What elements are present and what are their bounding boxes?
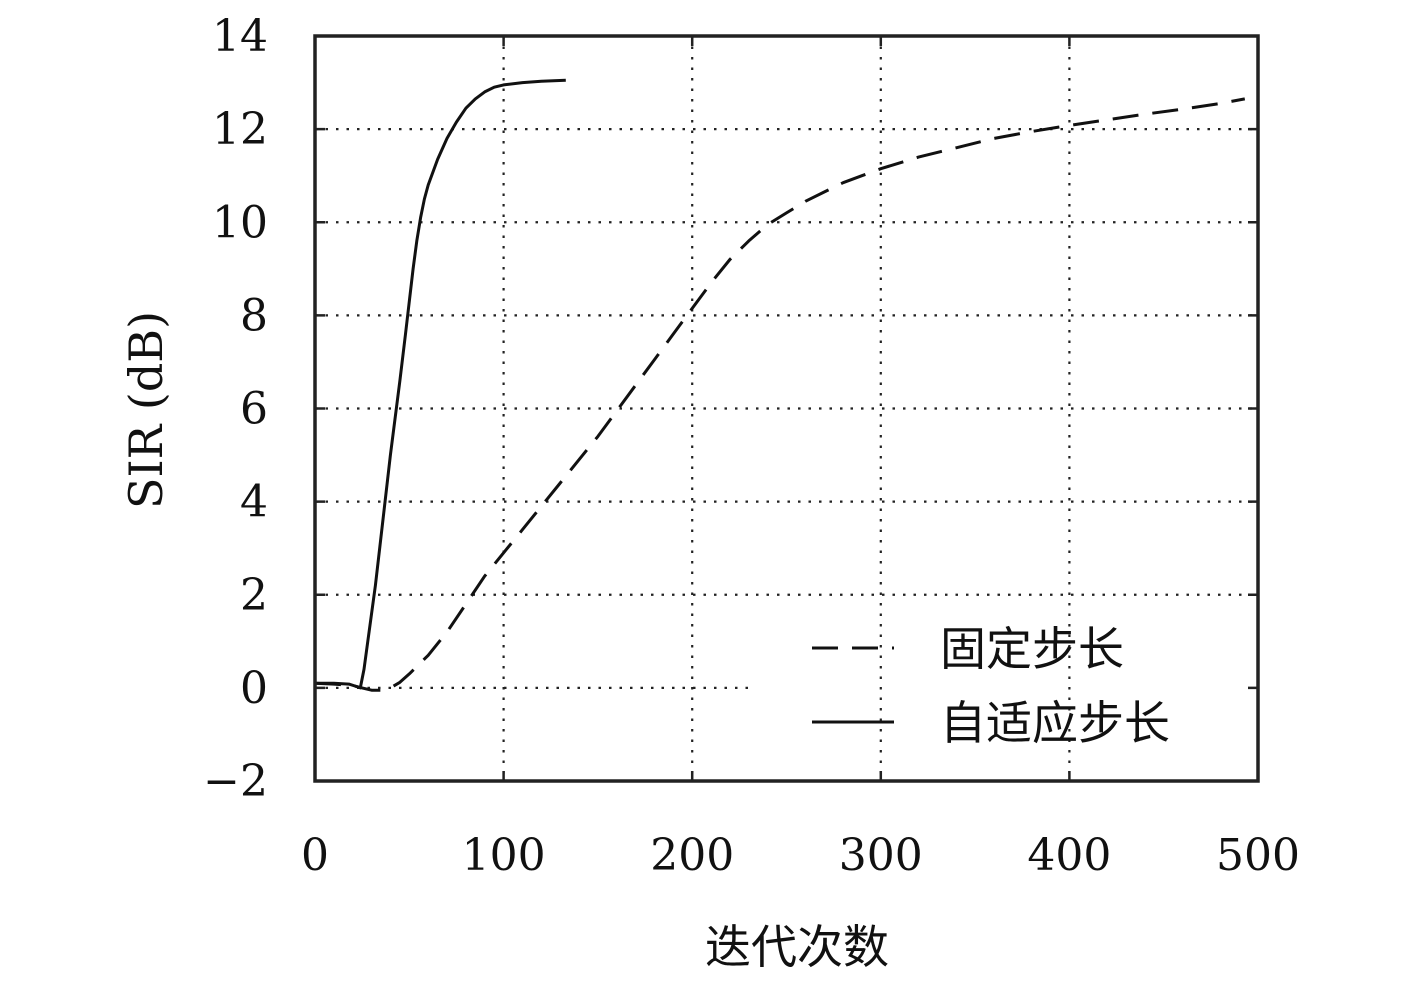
x-tick-label-0: 0 bbox=[301, 830, 329, 881]
series-line-1 bbox=[314, 97, 1246, 692]
x-tick-label-400: 400 bbox=[1027, 830, 1111, 881]
y-tick-label-14: 14 bbox=[212, 11, 268, 62]
x-tick-label-200: 200 bbox=[650, 830, 734, 881]
y-tick-label-6: 6 bbox=[240, 384, 268, 435]
legend-label-1: 固定步长 bbox=[940, 622, 1124, 676]
x-tick-label-100: 100 bbox=[462, 830, 546, 881]
y-tick-label-4: 4 bbox=[240, 477, 268, 528]
y-tick-label--2: −2 bbox=[203, 756, 268, 807]
plot-frame bbox=[313, 34, 1260, 783]
legend-label-2: 自适应步长 bbox=[940, 696, 1170, 750]
y-tick-label-2: 2 bbox=[240, 570, 268, 621]
y-tick-label-8: 8 bbox=[240, 290, 268, 341]
y-tick-labels: −2 0 2 4 6 8 10 12 14 bbox=[203, 11, 268, 807]
x-tick-label-500: 500 bbox=[1216, 830, 1300, 881]
grid-lines bbox=[315, 36, 1258, 781]
series-lines bbox=[314, 78, 1246, 692]
y-tick-label-0: 0 bbox=[240, 663, 268, 714]
x-tick-label-300: 300 bbox=[839, 830, 923, 881]
series-line-2 bbox=[315, 78, 566, 690]
y-tick-label-10: 10 bbox=[212, 197, 268, 248]
x-tick-labels: 0 100 200 300 400 500 bbox=[301, 830, 1300, 881]
y-axis-label: SIR (dB) bbox=[119, 311, 173, 509]
x-axis-label: 迭代次数 bbox=[705, 920, 889, 974]
y-tick-label-12: 12 bbox=[212, 104, 268, 155]
